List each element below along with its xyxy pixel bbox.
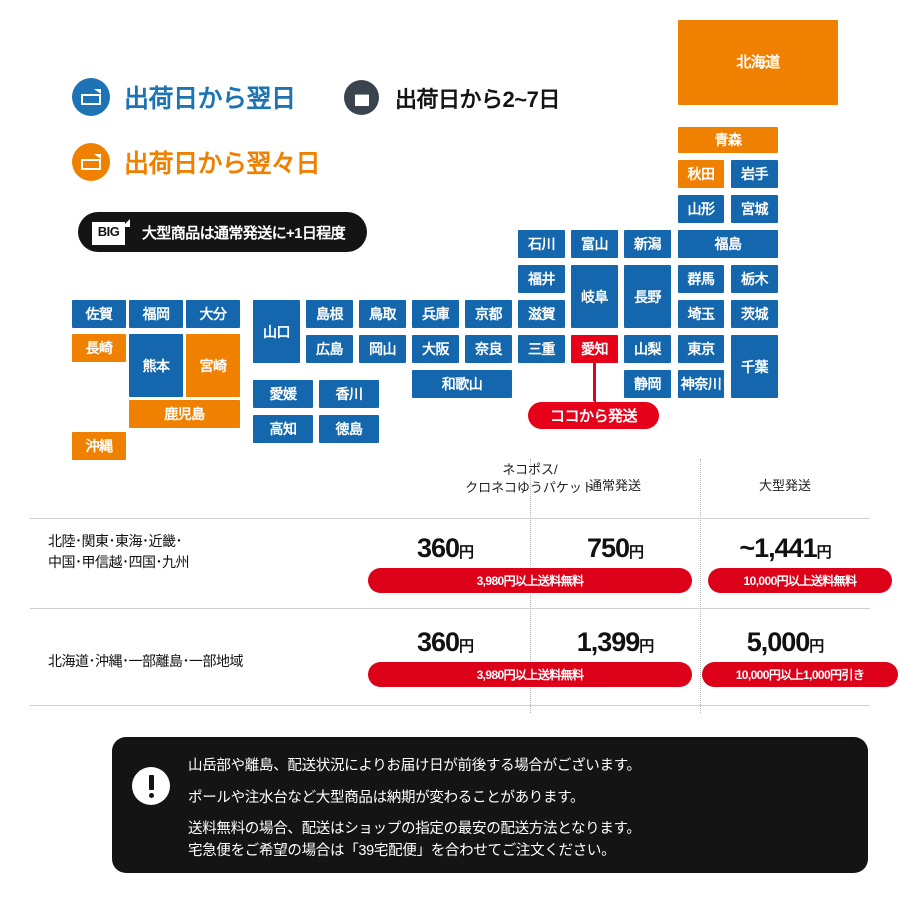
row-region-label: 北陸･関東･東海･近畿･ 中国･甲信越･四国･九州 (48, 533, 190, 570)
prefecture-tile: 愛媛 (253, 380, 313, 408)
prefecture-tile: 福島 (678, 230, 778, 258)
column-header-large: 大型発送 (758, 478, 811, 493)
notice-line-1: 山岳部や離島、配送状況によりお届け日が前後する場合がございます。 (188, 758, 641, 774)
origin-connector-horizontal (594, 400, 596, 403)
prefecture-tile: 宮崎 (186, 334, 240, 397)
prefecture-tile: 広島 (306, 335, 353, 363)
prefecture-tile: 石川 (518, 230, 565, 258)
prefecture-tile: 香川 (319, 380, 379, 408)
price-nekopos: 360円 (416, 533, 474, 563)
prefecture-tile: 熊本 (129, 334, 183, 397)
mail-packet-icon (344, 80, 379, 115)
prefecture-tile: 高知 (253, 415, 313, 443)
prefecture-tile: 神奈川 (678, 370, 724, 398)
free-shipping-badge-nekopos: 3,980円以上送料無料 (368, 568, 692, 593)
row-region-label: 北海道･沖縄･一部離島･一部地域 (48, 653, 244, 669)
free-shipping-badge-large: 10,000円以上送料無料 (708, 568, 892, 593)
prefecture-tile: 富山 (571, 230, 618, 258)
notice-line-4: 宅急便をご希望の場合は「39宅配便」を合わせてご注文ください。 (188, 842, 616, 859)
price-large: ~1,441円 (739, 533, 831, 563)
prefecture-tile: 東京 (678, 335, 724, 363)
prefecture-tile: 愛知 (571, 335, 618, 363)
prefecture-tile: 滋賀 (518, 300, 565, 328)
table-rule-middle (30, 608, 870, 609)
big-badge-text: BIG (97, 223, 120, 239)
discount-badge-large: 10,000円以上1,000円引き (702, 662, 898, 687)
prefecture-tile: 群馬 (678, 265, 724, 293)
prefecture-tile: 佐賀 (72, 300, 126, 328)
prefecture-tile: 栃木 (731, 265, 778, 293)
origin-label: ココから発送 (528, 402, 659, 429)
big-note-label: 大型商品は通常発送に+1日程度 (142, 224, 346, 242)
prefecture-tile: 鹿児島 (129, 400, 240, 428)
prefecture-tile: 大阪 (412, 335, 459, 363)
prefecture-tile: 大分 (186, 300, 240, 328)
notice-line-3: 送料無料の場合、配送はショップの指定の最安の配送方法となります。 (188, 821, 641, 838)
legend-item-two-days: 出荷日から翌々日 (72, 143, 321, 181)
prefecture-tile: 山梨 (624, 335, 671, 363)
prefecture-tile: 千葉 (731, 335, 778, 398)
price-normal: 1,399円 (576, 627, 655, 657)
notice-text: 山岳部や離島、配送状況によりお届け日が前後する場合がございます。 ポールや注水台… (188, 757, 641, 861)
legend-label-2-7-days: 出荷日から2~7日 (395, 86, 560, 112)
big-item-note: BIG 大型商品は通常発送に+1日程度 (78, 212, 368, 252)
notice-box: 山岳部や離島、配送状況によりお届け日が前後する場合がございます。 ポールや注水台… (112, 737, 868, 873)
exclamation-icon (132, 767, 170, 805)
legend-item-next-day: 出荷日から翌日 (72, 78, 296, 116)
prefecture-tile: 青森 (678, 127, 778, 153)
prefecture-tile: 新潟 (624, 230, 671, 258)
origin-connector-vertical (593, 363, 596, 401)
prefecture-tile: 島根 (306, 300, 353, 328)
prefecture-tile: 山口 (253, 300, 300, 363)
package-box-icon (72, 143, 110, 181)
table-rule-bottom (30, 705, 870, 706)
prefecture-tile: 福岡 (129, 300, 183, 328)
prefecture-tile: 岡山 (359, 335, 406, 363)
column-header-nekopos: ネコポス/ クロネコゆうパケット (465, 462, 595, 495)
prefecture-tile: 兵庫 (412, 300, 459, 328)
free-shipping-badge-nekopos: 3,980円以上送料無料 (368, 662, 692, 687)
legend-label-two-days: 出荷日から翌々日 (124, 150, 321, 178)
notice-line-2: ポールや注水台など大型商品は納期が変わることがあります。 (188, 789, 585, 806)
prefecture-tile: 北海道 (678, 20, 838, 105)
prefecture-tile: 奈良 (465, 335, 512, 363)
column-divider-2 (700, 459, 701, 713)
column-header-normal: 通常発送 (588, 478, 641, 493)
prefecture-tile: 秋田 (678, 160, 724, 188)
package-box-icon (72, 78, 110, 116)
prefecture-tile: 茨城 (731, 300, 778, 328)
prefecture-tile: 長野 (624, 265, 671, 328)
prefecture-tile: 岩手 (731, 160, 778, 188)
prefecture-tile: 長崎 (72, 334, 126, 362)
price-large: 5,000円 (746, 627, 825, 657)
price-normal: 750円 (586, 533, 644, 563)
price-nekopos: 360円 (416, 627, 474, 657)
prefecture-tile: 鳥取 (359, 300, 406, 328)
prefecture-tile: 福井 (518, 265, 565, 293)
big-package-icon: BIG (92, 218, 132, 246)
prefecture-tile: 宮城 (731, 195, 778, 223)
prefecture-tile: 徳島 (319, 415, 379, 443)
table-rule-top (30, 518, 870, 519)
prefecture-tile: 埼玉 (678, 300, 724, 328)
prefecture-tile: 和歌山 (412, 370, 512, 398)
legend-item-2-7-days: 出荷日から2~7日 (344, 80, 560, 115)
prefecture-tile: 山形 (678, 195, 724, 223)
prefecture-tile: 岐阜 (571, 265, 618, 328)
prefecture-tile: 京都 (465, 300, 512, 328)
prefecture-tile: 静岡 (624, 370, 671, 398)
japan-prefecture-map: 沖縄 鹿児島 宮崎 熊本 長崎 大分 福岡 佐賀高知 愛媛 徳島 香川 山口 広島 島根 岡山 鳥取和歌山 大阪… (72, 20, 838, 460)
prefecture-tile: 三重 (518, 335, 565, 363)
prefecture-tile: 沖縄 (72, 432, 126, 460)
legend-label-next-day: 出荷日から翌日 (124, 85, 296, 113)
